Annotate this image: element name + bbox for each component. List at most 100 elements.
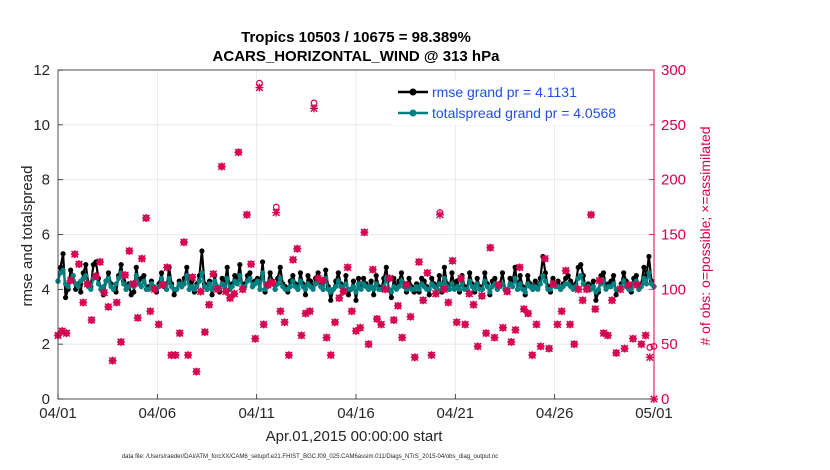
rmse-point [131, 289, 137, 295]
y-tick-label-left: 2 [42, 336, 50, 353]
obs-assimilated-marker [503, 287, 512, 296]
rmse-point [171, 292, 177, 298]
x-tick-label: 04/01 [39, 405, 77, 422]
obs-assimilated-marker [469, 300, 478, 309]
obs-assimilated-marker [591, 305, 600, 314]
rmse-point [550, 275, 556, 281]
obs-assimilated-marker [645, 353, 654, 362]
obs-assimilated-marker [200, 328, 209, 337]
totalspread-point [237, 273, 243, 279]
obs-assimilated-marker [234, 148, 243, 157]
totalspread-point [335, 278, 341, 284]
totalspread-point [388, 289, 394, 295]
totalspread-point [211, 278, 218, 284]
totalspread-point [121, 281, 127, 287]
totalspread-point [373, 281, 379, 287]
chart-title-line2: ACARS_HORIZONTAL_WIND @ 313 hPa [213, 48, 501, 65]
obs-assimilated-marker [79, 298, 88, 307]
y-tick-label-right: 100 [661, 281, 686, 298]
obs-assimilated-marker [251, 334, 260, 343]
obs-assimilated-marker [431, 289, 440, 298]
obs-assimilated-marker [289, 255, 298, 264]
totalspread-point [138, 283, 144, 290]
obs-assimilated-marker [247, 260, 256, 269]
rmse-point [209, 292, 215, 298]
totalspread-point [224, 275, 230, 281]
obs-assimilated-marker [322, 333, 331, 342]
legend: rmse grand pr = 4.1131 totalspread grand… [392, 80, 650, 125]
obs-assimilated-marker [133, 313, 142, 322]
obs-assimilated-marker [448, 256, 457, 265]
obs-assimilated-marker [343, 263, 352, 272]
obs-assimilated-marker [297, 331, 306, 340]
totalspread-point [540, 273, 546, 279]
obs-assimilated-marker [259, 320, 268, 329]
totalspread-point [580, 281, 586, 287]
legend-label-rmse: rmse grand pr = 4.1131 [432, 84, 577, 100]
obs-assimilated-marker [96, 257, 104, 266]
rmse-point [83, 262, 89, 268]
obs-assimilated-marker [305, 307, 314, 316]
y-tick-label-right: 250 [661, 117, 686, 134]
rmse-point [105, 270, 112, 276]
rmse-point [621, 270, 627, 276]
rmse-point [482, 270, 488, 276]
rmse-point [247, 270, 253, 276]
obs-assimilated-marker [482, 329, 491, 338]
totalspread-point [398, 278, 405, 284]
obs-assimilated-marker [318, 276, 327, 285]
rmse-point [565, 273, 571, 279]
totalspread-point [537, 281, 543, 287]
obs-assimilated-marker [142, 214, 151, 223]
y-tick-label-left: 10 [33, 117, 50, 134]
obs-assimilated-marker [171, 351, 180, 360]
totalspread-point [158, 275, 165, 281]
rmse-point [184, 264, 190, 270]
totalspread-point [113, 281, 119, 287]
obs-assimilated-marker [427, 351, 436, 360]
totalspread-point [209, 286, 215, 292]
obs-assimilated-marker [465, 289, 474, 298]
data-file-footer: data file: /Users/raeder/DAI/ATM_forcXX/… [122, 454, 498, 460]
obs-assimilated-marker [423, 268, 432, 277]
obs-assimilated-marker [398, 333, 407, 342]
totalspread-point [116, 275, 122, 281]
axis-ticks: 04/01 04/06 04/11 04/16 04/21 04/26 05/0102468… [33, 62, 686, 422]
rmse-point [78, 289, 84, 295]
obs-assimilated-marker [612, 348, 621, 357]
obs-assimilated-marker [293, 244, 302, 253]
obs-assimilated-marker [587, 210, 596, 219]
obs-assimilated-marker [540, 254, 549, 263]
obs-assimilated-marker [545, 344, 554, 353]
obs-assimilated-marker [116, 338, 125, 346]
obs-assimilated-marker [616, 285, 625, 294]
obs-assimilated-marker [163, 263, 172, 272]
obs-assimilated-marker [184, 351, 193, 360]
rmse-point [436, 273, 442, 279]
obs-assimilated-marker [137, 254, 146, 263]
totalspread-point [295, 286, 301, 292]
obs-assimilated-marker [146, 307, 155, 316]
obs-assimilated-marker [608, 296, 616, 305]
totalspread-point [229, 283, 235, 290]
totalspread-point [320, 286, 326, 292]
rmse-point [449, 270, 455, 276]
rmse-point [237, 262, 243, 268]
totalspread-point [196, 278, 203, 284]
obs-assimilated-marker [272, 208, 281, 217]
y-tick-label-left: 4 [42, 281, 50, 298]
obs-assimilated-marker [205, 300, 214, 309]
y-tick-label-left: 0 [42, 391, 50, 408]
obs-assimilated-marker [532, 320, 541, 329]
totalspread-point [259, 270, 266, 276]
obs-assimilated-marker [175, 329, 184, 338]
rmse-point [141, 273, 147, 279]
rmse-point [305, 273, 311, 279]
obs-assimilated-marker [70, 250, 79, 259]
obs-assimilated-marker [192, 367, 201, 376]
obs-assimilated-marker [553, 320, 562, 329]
x-tick-label: 05/01 [635, 405, 673, 422]
totalspread-point [487, 289, 493, 295]
totalspread-point [396, 283, 402, 290]
obs-assimilated-marker [125, 246, 134, 255]
